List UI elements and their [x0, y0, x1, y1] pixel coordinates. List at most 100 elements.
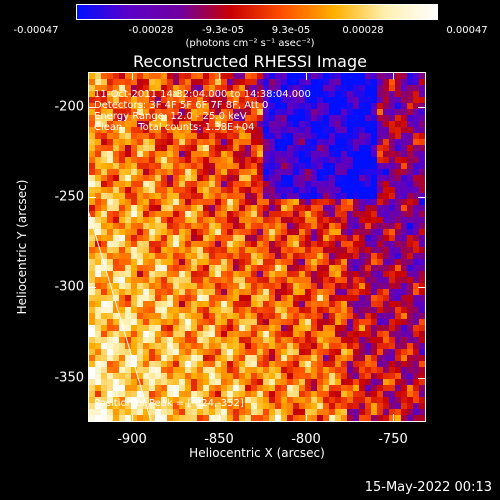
heatmap-cell	[161, 295, 167, 301]
heatmap-cell	[161, 211, 167, 217]
heatmap-cell	[89, 175, 95, 181]
heatmap-cell	[275, 175, 281, 181]
heatmap-cell	[107, 295, 113, 301]
x-tick-label: -900	[117, 432, 147, 447]
heatmap-cell	[341, 385, 347, 391]
heatmap-cell	[221, 415, 227, 421]
heatmap-cell	[377, 193, 383, 199]
heatmap-cell	[107, 385, 113, 391]
heatmap-cell	[233, 271, 239, 277]
heatmap-cell	[323, 259, 329, 265]
heatmap-cell	[197, 139, 203, 145]
heatmap-cell	[167, 235, 173, 241]
heatmap-cell	[221, 73, 227, 79]
heatmap-cell	[191, 307, 197, 313]
heatmap-cell	[101, 277, 107, 283]
heatmap-cell	[227, 361, 233, 367]
heatmap-cell	[167, 127, 173, 133]
heatmap-cell	[251, 367, 257, 373]
heatmap-cell	[407, 163, 413, 169]
heatmap-cell	[371, 409, 377, 415]
heatmap-cell	[215, 103, 221, 109]
heatmap-cell	[227, 271, 233, 277]
heatmap-cell	[353, 193, 359, 199]
heatmap-cell	[401, 355, 407, 361]
heatmap-cell	[305, 229, 311, 235]
heatmap-cell	[107, 343, 113, 349]
heatmap-cell	[365, 313, 371, 319]
heatmap-cell	[299, 157, 305, 163]
heatmap-cell	[215, 229, 221, 235]
heatmap-cell	[185, 133, 191, 139]
heatmap-cell	[317, 397, 323, 403]
heatmap-cell	[299, 331, 305, 337]
heatmap-cell	[167, 139, 173, 145]
heatmap-cell	[341, 325, 347, 331]
heatmap-cell	[233, 409, 239, 415]
heatmap-cell	[245, 391, 251, 397]
heatmap-cell	[341, 337, 347, 343]
heatmap-cell	[335, 181, 341, 187]
heatmap-cell	[335, 373, 341, 379]
heatmap-cell	[113, 133, 119, 139]
heatmap-cell	[197, 235, 203, 241]
heatmap-cell	[305, 313, 311, 319]
heatmap-cell	[167, 319, 173, 325]
heatmap-cell	[329, 307, 335, 313]
heatmap-cell	[125, 79, 131, 85]
heatmap-cell	[413, 211, 419, 217]
heatmap-cell	[191, 325, 197, 331]
heatmap-cell	[125, 235, 131, 241]
heatmap-cell	[239, 223, 245, 229]
heatmap-cell	[353, 151, 359, 157]
heatmap-cell	[185, 157, 191, 163]
heatmap-cell	[107, 313, 113, 319]
heatmap-cell	[95, 133, 101, 139]
heatmap-cell	[419, 247, 425, 253]
heatmap-cell	[221, 181, 227, 187]
heatmap-cell	[227, 97, 233, 103]
heatmap-cell	[347, 385, 353, 391]
heatmap-cell	[239, 385, 245, 391]
heatmap-cell	[263, 343, 269, 349]
heatmap-cell	[341, 403, 347, 409]
heatmap-cell	[89, 343, 95, 349]
heatmap-cell	[89, 145, 95, 151]
heatmap-cell	[143, 187, 149, 193]
heatmap-cell	[191, 79, 197, 85]
heatmap-cell	[239, 139, 245, 145]
heatmap-cell	[89, 241, 95, 247]
heatmap-cell	[365, 265, 371, 271]
heatmap-cell	[263, 259, 269, 265]
heatmap-cell	[179, 127, 185, 133]
heatmap-cell	[245, 121, 251, 127]
heatmap-cell	[95, 109, 101, 115]
heatmap-cell	[401, 109, 407, 115]
heatmap-cell	[209, 211, 215, 217]
heatmap-cell	[89, 277, 95, 283]
heatmap-cell	[329, 163, 335, 169]
heatmap-cell	[401, 187, 407, 193]
heatmap-cell	[155, 379, 161, 385]
heatmap-cell	[275, 307, 281, 313]
heatmap-cell	[383, 85, 389, 91]
heatmap-cell	[101, 223, 107, 229]
heatmap-cell	[341, 139, 347, 145]
heatmap-cell	[137, 253, 143, 259]
heatmap-cell	[143, 175, 149, 181]
heatmap-cell	[209, 409, 215, 415]
heatmap-cell	[323, 397, 329, 403]
heatmap-cell	[323, 121, 329, 127]
heatmap-cell	[227, 301, 233, 307]
heatmap-cell	[359, 199, 365, 205]
heatmap-cell	[179, 229, 185, 235]
heatmap-cell	[329, 145, 335, 151]
heatmap-cell	[275, 205, 281, 211]
heatmap-cell	[191, 157, 197, 163]
heatmap-cell	[233, 103, 239, 109]
heatmap-cell	[419, 379, 425, 385]
heatmap-cell	[173, 241, 179, 247]
heatmap-cell	[203, 379, 209, 385]
heatmap-cell	[401, 181, 407, 187]
heatmap-cell	[311, 163, 317, 169]
